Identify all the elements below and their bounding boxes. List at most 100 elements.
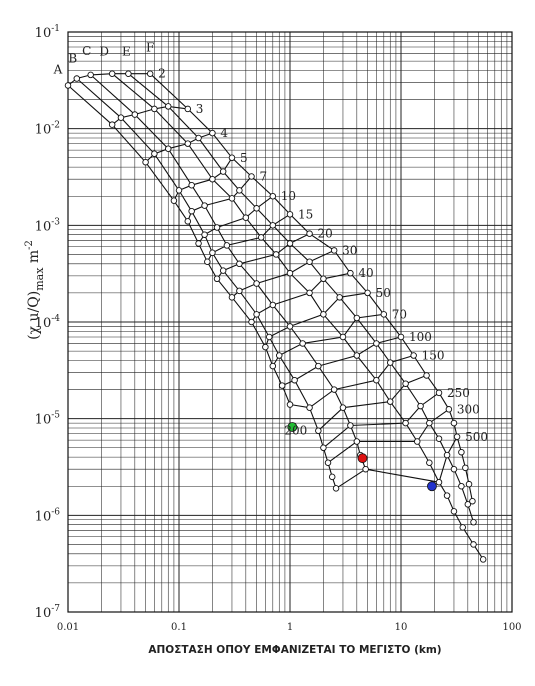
data-point <box>272 251 280 258</box>
data-point <box>315 427 322 434</box>
data-point <box>458 482 465 490</box>
data-point <box>413 438 421 445</box>
x-tick-label: 100 <box>502 622 521 633</box>
highlight-point-green <box>287 422 298 432</box>
data-point <box>278 382 286 389</box>
chart-markers <box>64 70 487 563</box>
data-point <box>306 230 313 237</box>
data-point <box>257 234 265 241</box>
data-point <box>108 121 116 128</box>
data-point <box>402 380 409 387</box>
chart-grid <box>67 31 513 613</box>
data-point <box>353 438 361 445</box>
height-label: 3 <box>196 102 204 116</box>
data-point <box>131 111 139 118</box>
stability-class-curve-a <box>67 84 291 405</box>
data-point <box>213 275 221 283</box>
data-point <box>320 444 327 452</box>
data-point <box>201 202 208 209</box>
data-point <box>195 134 202 142</box>
data-point <box>164 103 172 110</box>
data-point <box>380 311 388 318</box>
data-point <box>320 275 327 283</box>
data-point <box>170 197 178 204</box>
class-label-a: A <box>53 62 63 76</box>
x-tick-label: 1 <box>287 622 293 633</box>
data-point <box>184 140 192 147</box>
height-curve-200 <box>317 374 427 432</box>
data-point <box>397 333 405 341</box>
data-point <box>320 311 327 318</box>
data-point <box>339 404 347 411</box>
data-point <box>435 389 443 397</box>
data-point <box>353 314 361 322</box>
x-tick-label: 0.1 <box>171 622 187 633</box>
class-label-e: E <box>122 45 131 59</box>
data-point <box>450 508 458 515</box>
data-point <box>253 311 260 318</box>
height-label: 10 <box>281 189 296 203</box>
data-point <box>373 376 380 384</box>
chart-ticks: 0.01 0.1 1 10 100 10-1 10-2 10-3 10-4 10-5 10-6 10-… <box>35 24 522 633</box>
data-point <box>219 267 227 274</box>
data-point <box>332 485 340 492</box>
data-point <box>184 218 192 225</box>
data-point <box>462 464 469 472</box>
data-point <box>470 518 477 526</box>
data-point <box>269 301 277 309</box>
class-label-d: D <box>99 45 109 59</box>
data-point <box>443 451 451 459</box>
data-point <box>306 258 313 266</box>
data-point <box>402 419 409 427</box>
data-point <box>479 556 487 563</box>
data-point <box>306 404 313 411</box>
data-point <box>223 242 231 249</box>
data-point <box>386 359 394 366</box>
data-point <box>435 478 443 486</box>
data-point <box>459 524 466 531</box>
height-label: 2 <box>158 67 166 81</box>
data-point <box>219 168 227 175</box>
data-point <box>188 181 195 189</box>
stability-class-curve-c <box>90 74 367 470</box>
data-point <box>73 75 81 82</box>
data-point <box>339 333 347 341</box>
height-label: 100 <box>409 330 432 344</box>
data-point <box>364 289 371 297</box>
y-tick-label: 10-3 <box>35 217 61 234</box>
data-point <box>209 129 216 137</box>
highlight-point-blue <box>427 481 437 492</box>
height-label: 250 <box>447 386 470 400</box>
x-tick-label: 10 <box>395 622 408 633</box>
height-label: 50 <box>376 286 391 300</box>
data-point <box>469 497 476 505</box>
y-tick-label: 10-4 <box>35 314 61 331</box>
data-point <box>426 419 433 427</box>
data-point <box>291 376 298 384</box>
data-point <box>315 362 322 370</box>
data-point <box>269 362 277 370</box>
data-point <box>213 224 221 231</box>
height-label: 30 <box>342 243 357 257</box>
data-point <box>443 492 451 499</box>
height-label: 7 <box>260 170 268 184</box>
data-point <box>386 398 394 405</box>
data-point <box>450 465 458 473</box>
data-point <box>228 195 236 202</box>
x-tick-label: 0.01 <box>57 622 79 633</box>
height-label: 5 <box>240 151 248 165</box>
y-tick-label: 10-2 <box>35 121 60 138</box>
data-point <box>236 187 243 194</box>
data-point <box>151 150 158 158</box>
data-point <box>445 406 453 413</box>
data-point <box>265 333 273 341</box>
highlight-point-red <box>357 453 368 464</box>
chart-curves <box>67 73 484 560</box>
data-point <box>286 323 294 330</box>
data-point <box>184 105 192 113</box>
data-point <box>253 205 260 212</box>
data-point <box>470 541 477 548</box>
data-point <box>423 372 430 379</box>
data-point <box>464 501 472 508</box>
